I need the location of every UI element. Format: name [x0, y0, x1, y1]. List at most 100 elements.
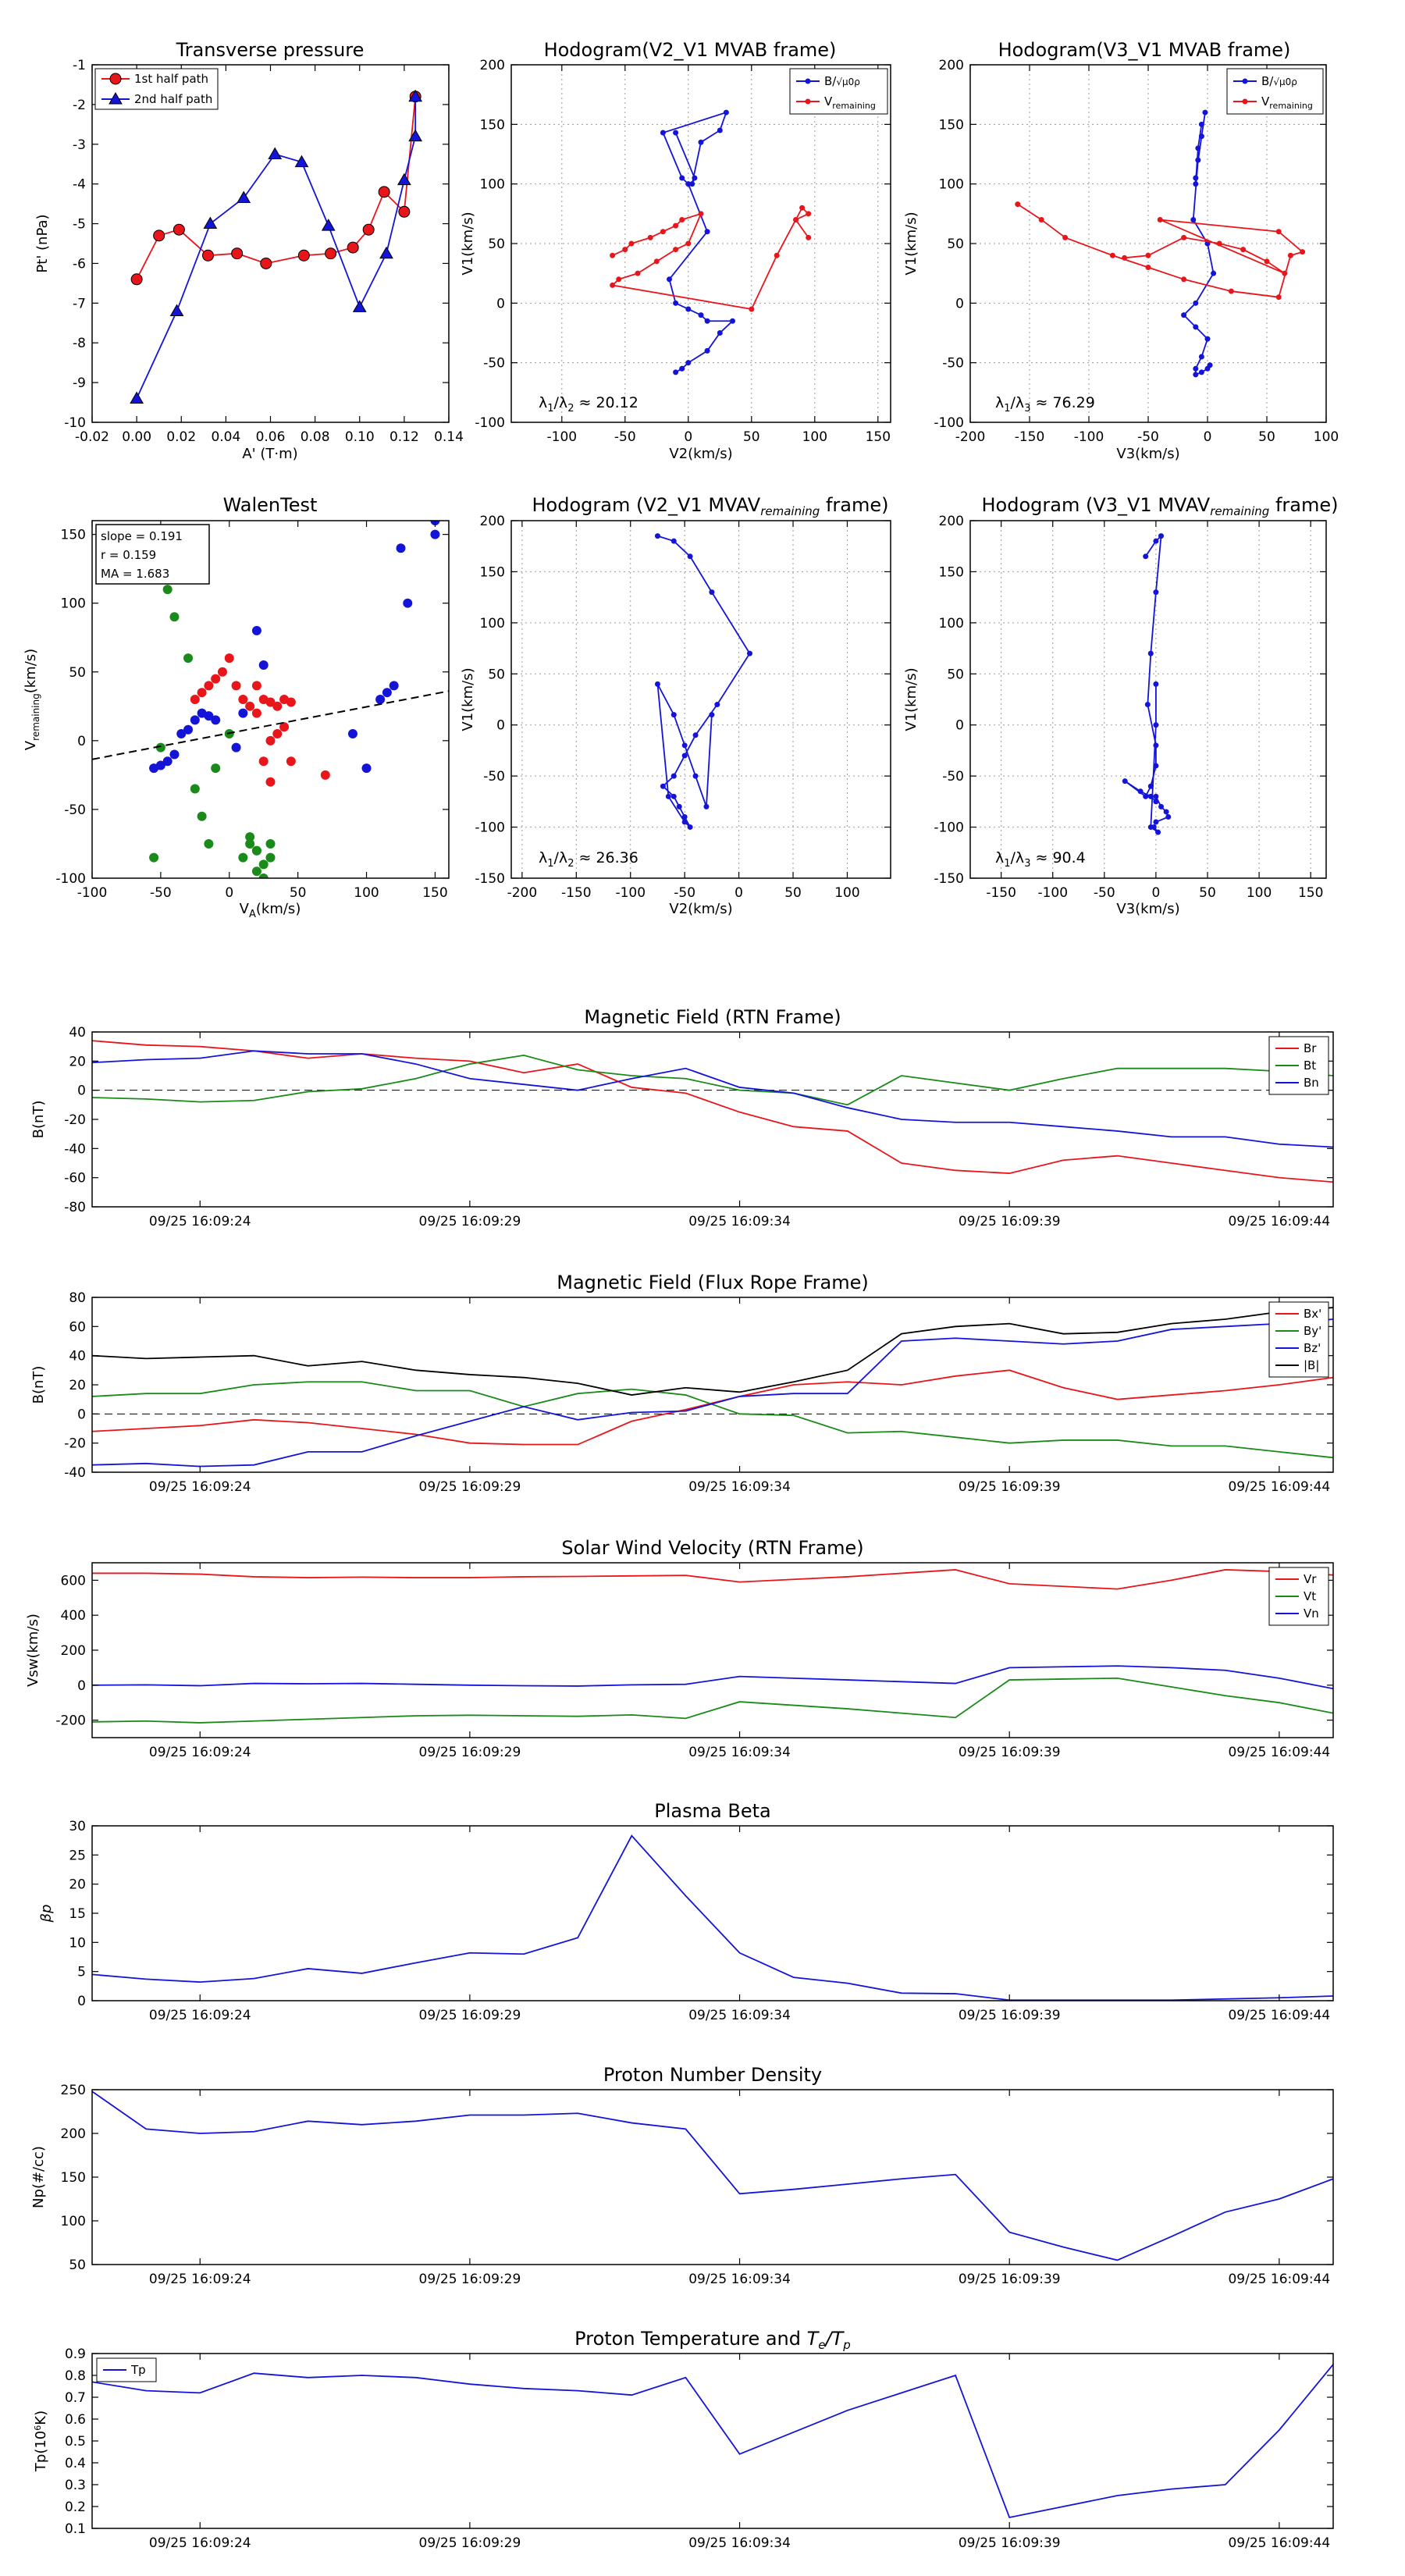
y-tick-label: -3: [73, 137, 86, 153]
legend-label: Bn: [1304, 1076, 1319, 1090]
y-tick-label: 15: [69, 1906, 86, 1922]
y-tick-label: 200: [480, 58, 505, 73]
legend-marker-b: [1242, 78, 1248, 84]
data-point: [1143, 793, 1149, 799]
y-tick-label: -20: [64, 1436, 86, 1452]
data-point: [692, 773, 699, 779]
x-tick-label: 09/25 16:09:44: [1228, 2535, 1330, 2551]
data-point: [169, 612, 180, 622]
data-point: [1275, 229, 1282, 235]
series-line: [136, 96, 417, 399]
series-line: [92, 1040, 1333, 1183]
y-tick-label: -9: [73, 375, 86, 391]
data-point: [361, 763, 372, 774]
x-tick-label: -50: [1137, 429, 1159, 445]
x-tick-label: -50: [1094, 885, 1115, 901]
data-point: [1190, 216, 1197, 222]
y-tick-label: 50: [947, 667, 964, 682]
data-point: [670, 712, 677, 718]
y-tick-label: -50: [483, 769, 505, 785]
plot-frame: [91, 2089, 1334, 2265]
data-point: [1143, 553, 1149, 560]
data-point: [793, 216, 799, 222]
y-tick-label: 200: [480, 514, 505, 529]
walen-r: r = 0.159: [101, 548, 156, 562]
y-axis-label: Vremaining(km/s): [23, 649, 41, 750]
y-tick-label: 0: [955, 296, 964, 311]
y-tick-label: -4: [73, 177, 86, 193]
x-tick-label: 09/25 16:09:39: [959, 1479, 1061, 1495]
panel-hodogram-v2-v1-mvav: Hodogram (V2_V1 MVAVremaining frame) -20…: [460, 494, 891, 917]
y-tick-label: -50: [64, 802, 86, 818]
series-vn: [92, 1665, 1333, 1690]
data-point: [251, 681, 261, 691]
y-tick-label: -150: [475, 871, 505, 887]
data-point: [1122, 778, 1128, 785]
data-point: [1300, 249, 1306, 255]
y-tick-label: 0.6: [65, 2412, 86, 2428]
data-point: [660, 229, 666, 235]
data-point: [130, 273, 143, 286]
y-tick-label: 0.2: [65, 2500, 86, 2515]
y-tick-label: -40: [64, 1141, 86, 1157]
data-point: [231, 247, 244, 260]
data-point: [347, 241, 359, 254]
data-point: [265, 777, 276, 787]
x-tick-label: 09/25 16:09:44: [1228, 1214, 1330, 1229]
data-point: [238, 708, 248, 718]
series-line: [656, 535, 751, 828]
data-point: [245, 832, 255, 842]
x-tick-label: 09/25 16:09:34: [688, 1745, 791, 1760]
data-point: [1193, 181, 1199, 187]
data-point: [260, 257, 272, 269]
data-point: [251, 845, 261, 856]
data-point: [297, 249, 310, 262]
data-point: [1137, 788, 1144, 795]
x-tick-label: -100: [77, 885, 108, 901]
data-point: [211, 763, 221, 774]
y-tick-label: 200: [61, 1643, 86, 1659]
legend-label: Tp: [130, 2363, 146, 2377]
chart-title: Transverse pressure: [176, 39, 365, 61]
y-tick-label: -50: [942, 356, 964, 372]
data-point: [673, 130, 679, 136]
y-tick-label: 20: [69, 1378, 86, 1393]
data-point: [665, 793, 671, 799]
data-point: [265, 697, 276, 707]
y-tick-label: 0.9: [65, 2347, 86, 2362]
y-tick-label: 0: [77, 1678, 86, 1694]
series-line: [92, 1381, 1333, 1459]
data-point: [681, 819, 688, 825]
data-point: [325, 247, 337, 260]
x-tick-label: 09/25 16:09:44: [1228, 2272, 1330, 2287]
data-point: [670, 793, 677, 799]
y-tick-label: 40: [69, 1025, 86, 1041]
x-tick-label: 100: [1247, 885, 1272, 901]
x-tick-label: -50: [674, 885, 695, 901]
y-tick-label: 30: [69, 1819, 86, 1834]
panel-hodogram-v3-v1-mvav: Hodogram (V3_V1 MVAVremaining frame) -15…: [903, 494, 1338, 917]
data-point: [378, 186, 390, 198]
y-axis-label: Tp(106K): [33, 2411, 49, 2472]
y-axis-label: βp: [38, 1905, 55, 1923]
legend-label: Bt: [1304, 1059, 1316, 1073]
panel-solar-wind-velocity: Solar Wind Velocity (RTN Frame) 09/25 16…: [25, 1537, 1334, 1760]
data-point: [1207, 362, 1213, 368]
data-point: [703, 803, 710, 809]
y-tick-label: 100: [480, 616, 505, 632]
data-point: [197, 688, 207, 698]
data-point: [211, 715, 221, 725]
y-tick-label: 150: [480, 564, 505, 580]
y-axis-label: V1(km/s): [903, 212, 919, 275]
y-tick-label: 400: [61, 1608, 86, 1624]
series-green: [149, 585, 276, 878]
y-tick-label: -100: [934, 820, 964, 836]
data-point: [396, 543, 406, 553]
x-tick-label: 100: [1314, 429, 1339, 445]
panel-hodogram-v2-v1-mvab: Hodogram(V2_V1 MVAB frame) -100 -50 0 50 100…: [460, 39, 891, 462]
data-point: [1193, 365, 1199, 372]
x-tick-label: 09/25 16:09:29: [419, 2008, 521, 2023]
data-point: [1264, 258, 1270, 265]
series-bx-: [92, 1369, 1333, 1446]
y-tick-label: 150: [61, 528, 86, 543]
